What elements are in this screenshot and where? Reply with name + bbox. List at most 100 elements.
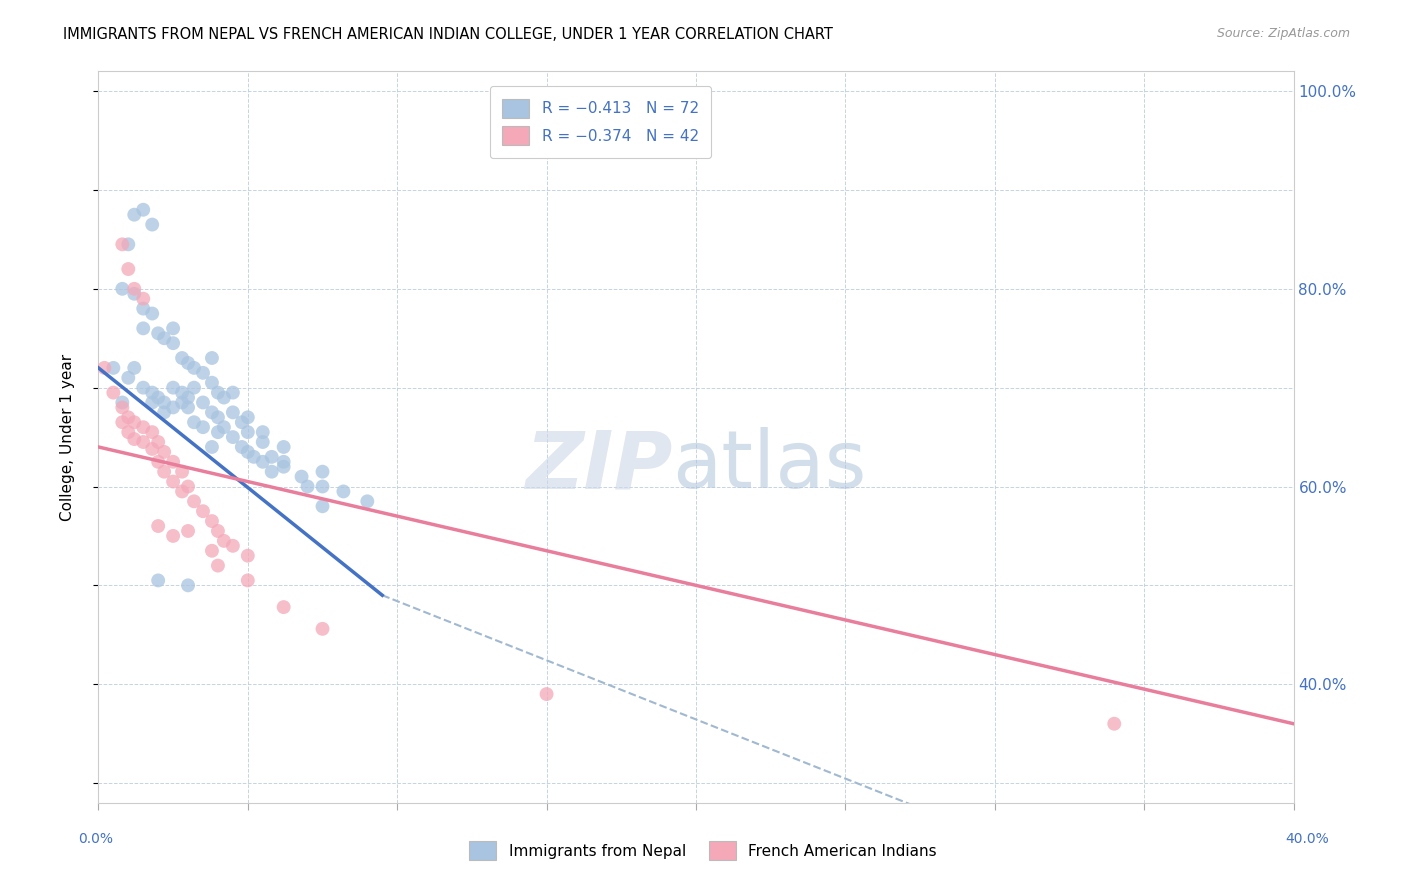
Point (103, 385, 125, 400)
Point (148, 391, 170, 405)
Point (117, 237, 139, 252)
Point (311, 622, 333, 636)
Point (183, 494, 205, 508)
Point (148, 519, 170, 533)
Point (162, 475, 184, 489)
Point (111, 395, 134, 409)
Point (252, 435, 274, 450)
Point (172, 385, 194, 400)
Point (132, 381, 155, 395)
Point (356, 494, 378, 508)
Point (236, 445, 259, 459)
Point (207, 558, 229, 573)
Point (332, 484, 354, 499)
Point (297, 479, 319, 493)
Point (207, 410, 229, 425)
Point (162, 529, 184, 543)
Point (183, 381, 205, 395)
Point (141, 306, 163, 320)
Point (191, 366, 214, 380)
Point (141, 218, 163, 232)
Point (191, 504, 214, 518)
Point (132, 321, 155, 335)
Point (1104, 716, 1126, 731)
Point (132, 301, 155, 316)
Point (273, 459, 295, 474)
Point (117, 371, 139, 385)
Point (153, 445, 176, 459)
Point (117, 262, 139, 277)
Point (132, 292, 155, 306)
Point (153, 331, 176, 345)
Point (172, 351, 194, 365)
Point (124, 208, 146, 222)
Point (153, 465, 176, 479)
Point (273, 455, 295, 469)
Point (231, 415, 253, 429)
Point (162, 336, 184, 351)
Point (260, 465, 283, 479)
Point (222, 385, 245, 400)
Point (252, 425, 274, 439)
Point (311, 500, 333, 514)
Point (201, 351, 224, 365)
Point (191, 395, 214, 409)
Point (117, 425, 139, 439)
Point (183, 415, 205, 429)
Point (222, 430, 245, 444)
Text: ZIP: ZIP (524, 427, 672, 506)
Point (177, 524, 200, 538)
Point (111, 282, 134, 296)
Point (191, 420, 214, 434)
Point (103, 360, 125, 375)
Text: atlas: atlas (672, 427, 866, 506)
Point (212, 533, 235, 548)
Point (260, 450, 283, 464)
Point (201, 440, 224, 454)
Point (222, 539, 245, 553)
Point (207, 524, 229, 538)
Point (132, 202, 155, 217)
Point (111, 401, 134, 415)
Point (177, 391, 200, 405)
Point (311, 479, 333, 493)
Point (172, 395, 194, 409)
Point (207, 385, 229, 400)
Point (536, 687, 558, 701)
Point (141, 425, 163, 439)
Point (177, 479, 200, 493)
Point (162, 455, 184, 469)
Point (212, 391, 235, 405)
Point (162, 381, 184, 395)
Point (177, 401, 200, 415)
Text: Source: ZipAtlas.com: Source: ZipAtlas.com (1216, 27, 1350, 40)
Point (148, 435, 170, 450)
Point (124, 286, 146, 301)
Text: 0.0%: 0.0% (79, 832, 112, 846)
Point (132, 420, 155, 434)
Text: 40.0%: 40.0% (1285, 832, 1330, 846)
Point (201, 405, 224, 419)
Point (148, 455, 170, 469)
Point (141, 442, 163, 456)
Point (252, 455, 274, 469)
Point (172, 484, 194, 499)
Point (236, 425, 259, 439)
Point (273, 440, 295, 454)
Point (148, 574, 170, 588)
Point (141, 395, 163, 409)
Point (162, 321, 184, 335)
Point (111, 237, 134, 252)
Point (132, 435, 155, 450)
Point (183, 360, 205, 375)
Point (117, 410, 139, 425)
Point (243, 450, 266, 464)
Y-axis label: College, Under 1 year: College, Under 1 year (60, 353, 75, 521)
Point (311, 465, 333, 479)
Point (124, 415, 146, 429)
Point (177, 578, 200, 592)
Point (222, 405, 245, 419)
Point (162, 401, 184, 415)
Point (207, 425, 229, 439)
Legend: Immigrants from Nepal, French American Indians: Immigrants from Nepal, French American I… (463, 835, 943, 866)
